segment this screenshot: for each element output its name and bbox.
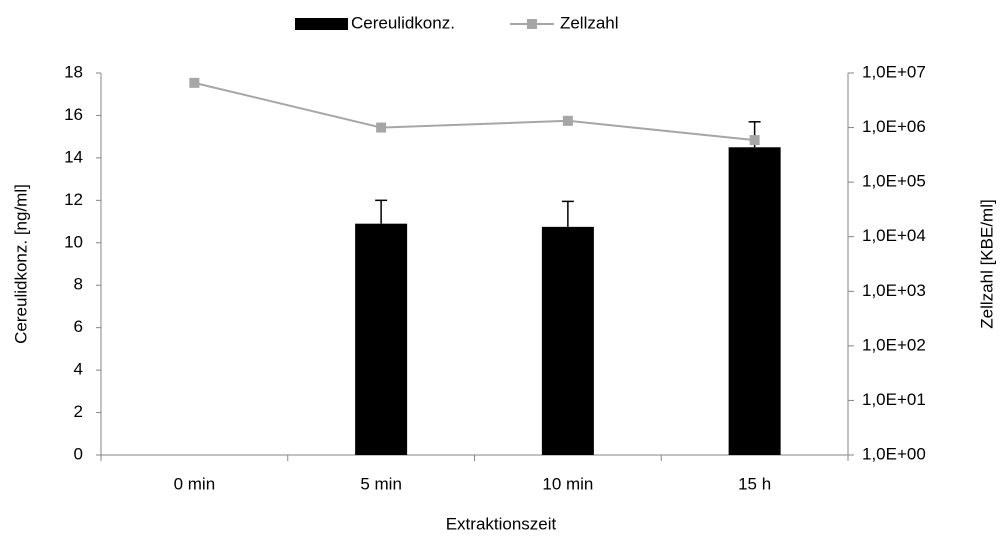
x-tick-label: 15 h — [738, 474, 771, 493]
y-tick-label: 18 — [64, 62, 83, 81]
y-tick-label: 8 — [74, 275, 83, 294]
y-tick-label: 6 — [74, 317, 83, 336]
y2-tick-label: 1,0E+07 — [862, 62, 926, 81]
x-axis-label: Extraktionszeit — [446, 514, 557, 533]
y-tick-label: 4 — [74, 360, 83, 379]
y2-tick-label: 1,0E+01 — [862, 390, 926, 409]
bar — [355, 223, 408, 455]
y2-tick-label: 1,0E+02 — [862, 335, 926, 354]
y-axis-label: Cereulidkonz. [ng/ml] — [11, 184, 30, 344]
legend-label: Zellzahl — [560, 13, 619, 32]
y-tick-label: 2 — [74, 402, 83, 421]
marker — [189, 77, 200, 88]
bar — [728, 147, 781, 455]
y-tick-label: 12 — [64, 190, 83, 209]
marker — [376, 122, 387, 133]
legend-label: Cereulidkonz. — [351, 13, 455, 32]
x-tick-label: 10 min — [542, 474, 593, 493]
y2-axis-label: Zellzahl [KBE/ml] — [977, 199, 996, 328]
bar — [541, 226, 594, 455]
y-tick-label: 0 — [74, 444, 83, 463]
x-tick-label: 0 min — [174, 474, 216, 493]
marker — [562, 115, 573, 126]
legend-swatch — [295, 18, 348, 30]
y2-tick-label: 1,0E+03 — [862, 281, 926, 300]
line — [194, 81, 755, 142]
marker — [749, 135, 760, 146]
x-tick-label: 5 min — [360, 474, 402, 493]
y2-tick-label: 1,0E+00 — [862, 444, 926, 463]
y2-tick-label: 1,0E+05 — [862, 172, 926, 191]
y-tick-label: 16 — [64, 105, 83, 124]
y2-tick-label: 1,0E+04 — [862, 226, 926, 245]
y2-tick-label: 1,0E+06 — [862, 117, 926, 136]
y-tick-label: 10 — [64, 232, 83, 251]
legend-swatch-marker — [526, 19, 537, 29]
y-tick-label: 14 — [64, 147, 83, 166]
